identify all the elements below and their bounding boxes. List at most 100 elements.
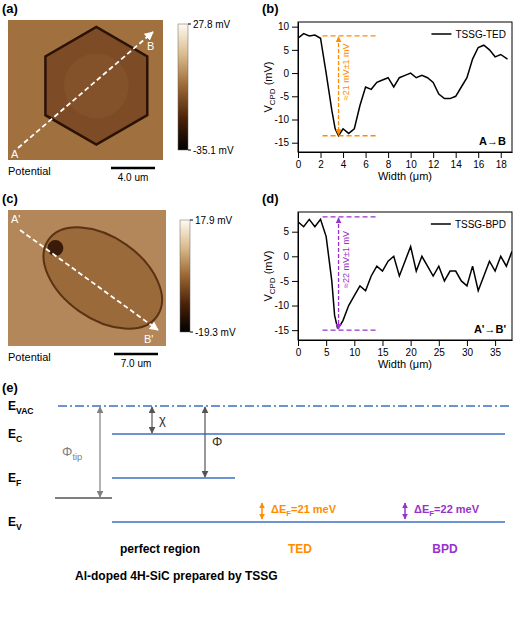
level-label: EC bbox=[8, 427, 22, 444]
annotation-level bbox=[323, 216, 379, 217]
x-tick: 8 bbox=[386, 152, 392, 170]
map-caption: Potential bbox=[8, 351, 51, 363]
x-tick-label: 12 bbox=[428, 159, 440, 170]
plot-data bbox=[298, 34, 507, 136]
x-axis: 05101520253035 bbox=[296, 340, 513, 358]
quantity-label: Φtip bbox=[62, 444, 82, 462]
legend-label: TSSG-BPD bbox=[455, 219, 506, 230]
x-tick: 14 bbox=[451, 152, 463, 170]
annotation-marks bbox=[323, 217, 379, 330]
colorbar-tick-label: 17.9 mV bbox=[195, 215, 233, 226]
colorbar bbox=[180, 220, 190, 332]
annotation-level bbox=[323, 330, 379, 331]
quantity-label: Φ bbox=[212, 434, 222, 449]
level-label-sub: VAC bbox=[16, 406, 34, 416]
x-tick-mark bbox=[456, 152, 457, 158]
x-tick: 2 bbox=[318, 152, 324, 170]
x-tick: 35 bbox=[490, 340, 502, 358]
plot-data bbox=[298, 217, 512, 330]
quantity-label-base: Φ bbox=[212, 434, 222, 449]
y-tick: 5 bbox=[283, 45, 298, 56]
y-tick-mark bbox=[292, 96, 298, 97]
y-tick-mark bbox=[292, 232, 298, 233]
shift-label-rest: =21 meV bbox=[291, 503, 337, 515]
x-tick-mark bbox=[495, 340, 496, 346]
x-tick-mark bbox=[388, 152, 389, 158]
legend-label: TSSG-TED bbox=[455, 29, 506, 40]
y-axis-title-rest: (mV) bbox=[262, 251, 274, 278]
y-tick-mark bbox=[292, 330, 298, 331]
colorbar bbox=[178, 24, 188, 150]
y-tick: -10 bbox=[275, 300, 298, 311]
scan-line bbox=[18, 32, 153, 148]
x-tick: 15 bbox=[377, 340, 389, 358]
y-tick: -15 bbox=[275, 137, 298, 148]
shift-arrow bbox=[404, 503, 406, 519]
y-tick: 10 bbox=[278, 21, 298, 32]
corner-label: A'→B' bbox=[474, 323, 507, 335]
y-tick-mark bbox=[292, 306, 298, 307]
corner-label: A→B bbox=[479, 135, 506, 147]
y-tick-label: -5 bbox=[280, 276, 289, 287]
colorbar-tick bbox=[188, 24, 191, 25]
defect-core bbox=[47, 240, 63, 256]
scan-start: A' bbox=[11, 213, 20, 225]
y-tick-label: 0 bbox=[283, 68, 289, 79]
x-tick: 0 bbox=[296, 152, 302, 170]
x-tick: 0 bbox=[296, 340, 302, 358]
annotation-arrow bbox=[338, 37, 339, 135]
x-tick-label: 10 bbox=[406, 159, 418, 170]
defect-pit bbox=[25, 210, 166, 346]
quantity-arrow bbox=[204, 407, 205, 477]
scan-end: B bbox=[147, 40, 154, 52]
scan-start: A bbox=[11, 148, 19, 160]
x-tick-label: 16 bbox=[473, 159, 485, 170]
y-tick-label: -15 bbox=[275, 137, 290, 148]
y-tick-mark bbox=[292, 143, 298, 144]
map-panel: (a)ABPotential4.0 um27.8 mV-35.1 mV bbox=[2, 1, 234, 183]
shift-label: ΔEF=21 meV bbox=[271, 503, 337, 518]
region-label: TED bbox=[288, 542, 312, 556]
plot-frame bbox=[298, 22, 512, 152]
x-tick-label: 6 bbox=[363, 159, 369, 170]
y-tick-mark bbox=[292, 120, 298, 121]
y-axis-title-sub: CPD bbox=[268, 88, 277, 105]
x-tick-label: 0 bbox=[296, 347, 302, 358]
scale-bar bbox=[114, 353, 158, 356]
x-tick: 12 bbox=[428, 152, 440, 170]
y-tick-label: 10 bbox=[278, 21, 290, 32]
x-tick-mark bbox=[478, 152, 479, 158]
x-tick: 25 bbox=[434, 340, 446, 358]
panel-label: (c) bbox=[2, 191, 18, 206]
y-axis-title-group: VCPD (mV) bbox=[262, 62, 277, 113]
annotation-marks bbox=[323, 36, 379, 136]
plot-frame bbox=[298, 212, 512, 340]
x-tick: 10 bbox=[406, 152, 418, 170]
y-tick: 0 bbox=[283, 68, 298, 79]
x-tick-mark bbox=[411, 340, 412, 346]
level-label: EV bbox=[8, 515, 22, 532]
y-axis-line bbox=[298, 23, 299, 153]
panel-label: (d) bbox=[262, 191, 279, 206]
level-label: EVAC bbox=[8, 399, 34, 416]
quantity-arrow bbox=[151, 407, 152, 433]
level-f bbox=[112, 477, 235, 479]
x-tick-mark bbox=[354, 340, 355, 346]
region-label: perfect region bbox=[120, 542, 200, 556]
defect-core bbox=[64, 53, 129, 118]
level-label-sub: C bbox=[16, 434, 22, 444]
annotation-label: ≈21 mV±1 mV bbox=[341, 43, 351, 100]
y-axis-title: VCPD (mV) bbox=[262, 62, 277, 113]
quantity-label-sub: tip bbox=[72, 452, 82, 462]
y-axis: -15-10-505 bbox=[275, 213, 299, 341]
x-tick-label: 25 bbox=[434, 347, 446, 358]
y-tick: -5 bbox=[280, 276, 298, 287]
x-tick-label: 10 bbox=[349, 347, 361, 358]
quantity-arrow bbox=[99, 407, 100, 497]
shift-label-base: ΔE bbox=[414, 503, 429, 515]
panel-label: (e) bbox=[2, 380, 18, 395]
x-axis-title: Width (μm) bbox=[378, 170, 432, 182]
scale-bar bbox=[111, 167, 155, 170]
x-tick-mark bbox=[411, 152, 412, 158]
map-panel: (c)A'B'Potential7.0 um17.9 mV-19.3 mV bbox=[2, 191, 236, 369]
